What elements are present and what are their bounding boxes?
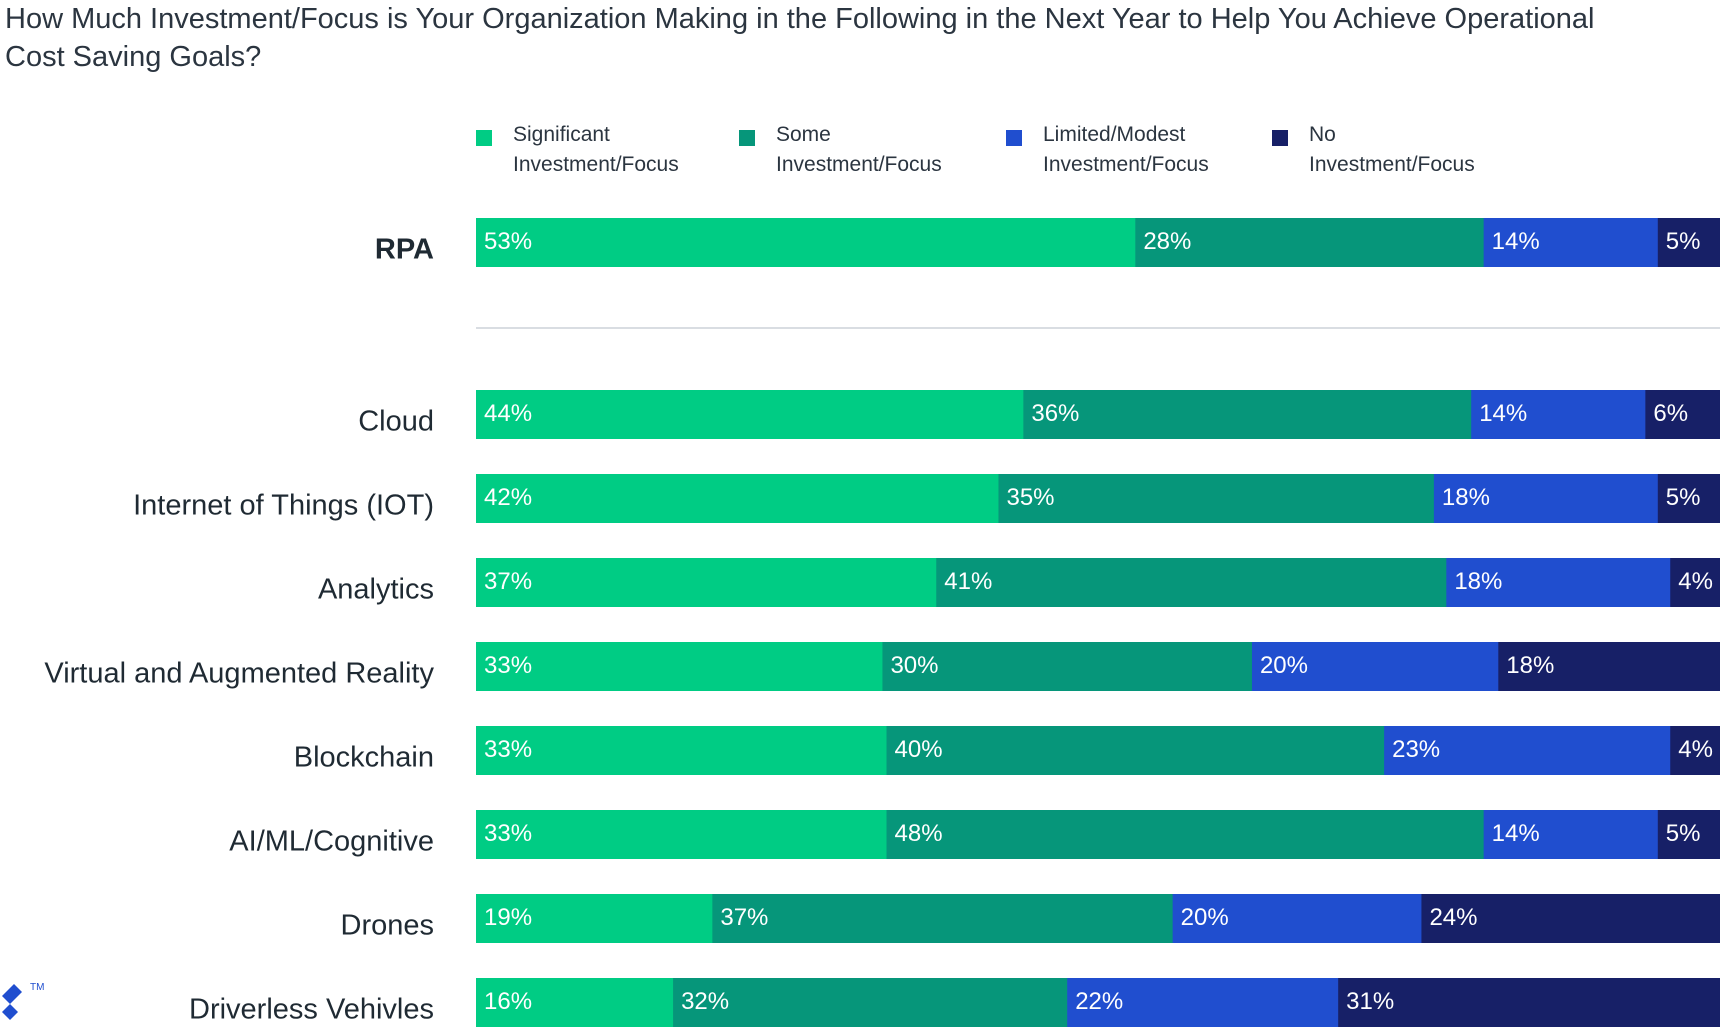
bar-segment xyxy=(1657,218,1720,267)
data-label: 48% xyxy=(895,820,943,847)
bar-segment xyxy=(476,558,937,607)
data-label: 14% xyxy=(1492,228,1540,255)
bar-segment xyxy=(1135,218,1485,267)
bar-segment xyxy=(1338,978,1720,1027)
data-label: 4% xyxy=(1678,568,1713,595)
data-label: 24% xyxy=(1429,904,1477,931)
data-label: 18% xyxy=(1506,652,1554,679)
category-label: Analytics xyxy=(318,574,434,606)
bar-segment xyxy=(1251,642,1499,691)
category-label: Virtual and Augmented Reality xyxy=(44,658,434,690)
bar-segment xyxy=(1172,894,1422,943)
bar-segment xyxy=(1670,558,1720,607)
category-label: Cloud xyxy=(358,406,434,438)
bar-segment xyxy=(1421,894,1720,943)
data-label: 40% xyxy=(895,736,943,763)
data-label: 23% xyxy=(1392,736,1440,763)
bar-segment xyxy=(476,978,674,1027)
chart-title: How Much Investment/Focus is Your Organi… xyxy=(5,3,1595,73)
data-label: 20% xyxy=(1260,652,1308,679)
data-label: 36% xyxy=(1031,400,1079,427)
bar-segment xyxy=(886,810,1485,859)
data-label: 32% xyxy=(681,988,729,1015)
bar-segment xyxy=(1471,390,1646,439)
data-label: 20% xyxy=(1181,904,1229,931)
data-label: 42% xyxy=(484,484,532,511)
bar-segment xyxy=(476,474,999,523)
data-label: 53% xyxy=(484,228,532,255)
data-label: 5% xyxy=(1666,228,1701,255)
data-label: 22% xyxy=(1075,988,1123,1015)
bar-segment xyxy=(476,218,1136,267)
data-label: 33% xyxy=(484,820,532,847)
data-label: 18% xyxy=(1442,484,1490,511)
data-label: 35% xyxy=(1006,484,1054,511)
bar-segment xyxy=(998,474,1435,523)
bar-segment xyxy=(476,642,883,691)
legend-label-significant: Significant Investment/Focus xyxy=(513,123,679,176)
bar-segment xyxy=(476,810,888,859)
data-label: 37% xyxy=(720,904,768,931)
bar-segment xyxy=(712,894,1174,943)
category-label: RPA xyxy=(375,234,434,266)
data-label: 5% xyxy=(1666,484,1701,511)
bar-segment xyxy=(886,726,1385,775)
data-label: 28% xyxy=(1143,228,1191,255)
legend-swatch-significant xyxy=(476,130,492,146)
brand-logo: TM xyxy=(0,980,60,1030)
bar-segment xyxy=(1657,810,1720,859)
bar-segment xyxy=(1483,218,1659,267)
data-label: 30% xyxy=(890,652,938,679)
category-label: Blockchain xyxy=(294,742,434,774)
legend-swatch-limited xyxy=(1006,130,1022,146)
trademark-mark: TM xyxy=(30,982,44,993)
legend-swatch-some xyxy=(739,130,755,146)
bar-segment xyxy=(1670,726,1720,775)
legend-label-none: No Investment/Focus xyxy=(1309,123,1475,176)
bar-segment xyxy=(476,726,888,775)
data-label: 6% xyxy=(1653,400,1688,427)
bar-segment xyxy=(476,390,1024,439)
legend-label-limited: Limited/Modest Investment/Focus xyxy=(1043,123,1209,176)
data-label: 41% xyxy=(944,568,992,595)
category-label: Internet of Things (IOT) xyxy=(133,490,434,522)
category-label: Driverless Vehivles xyxy=(189,994,434,1026)
bar-segment xyxy=(936,558,1447,607)
bar-segment xyxy=(1023,390,1472,439)
category-label: AI/ML/Cognitive xyxy=(229,826,434,858)
bar-segment xyxy=(673,978,1068,1027)
data-label: 18% xyxy=(1454,568,1502,595)
bar-segment xyxy=(1657,474,1720,523)
data-label: 4% xyxy=(1678,736,1713,763)
chart-legend: Significant Investment/Focus Some Invest… xyxy=(0,120,1720,180)
data-label: 33% xyxy=(484,736,532,763)
bar-segment xyxy=(1384,726,1671,775)
data-label: 37% xyxy=(484,568,532,595)
data-label: 14% xyxy=(1479,400,1527,427)
bar-segment xyxy=(476,894,713,943)
bar-segment xyxy=(1645,390,1720,439)
data-label: 33% xyxy=(484,652,532,679)
toptal-logo-icon: TM xyxy=(2,982,44,1020)
bar-segment xyxy=(1433,474,1659,523)
data-label: 5% xyxy=(1666,820,1701,847)
bar-segment xyxy=(882,642,1253,691)
data-label: 14% xyxy=(1492,820,1540,847)
data-label: 16% xyxy=(484,988,532,1015)
bar-segment xyxy=(1483,810,1659,859)
data-label: 44% xyxy=(484,400,532,427)
category-label: Drones xyxy=(341,910,435,942)
data-label: 31% xyxy=(1346,988,1394,1015)
bar-segment xyxy=(1446,558,1671,607)
legend-swatch-none xyxy=(1272,130,1288,146)
legend-label-some: Some Investment/Focus xyxy=(776,123,942,176)
bar-segment xyxy=(1498,642,1720,691)
data-label: 19% xyxy=(484,904,532,931)
bar-segment xyxy=(1067,978,1339,1027)
